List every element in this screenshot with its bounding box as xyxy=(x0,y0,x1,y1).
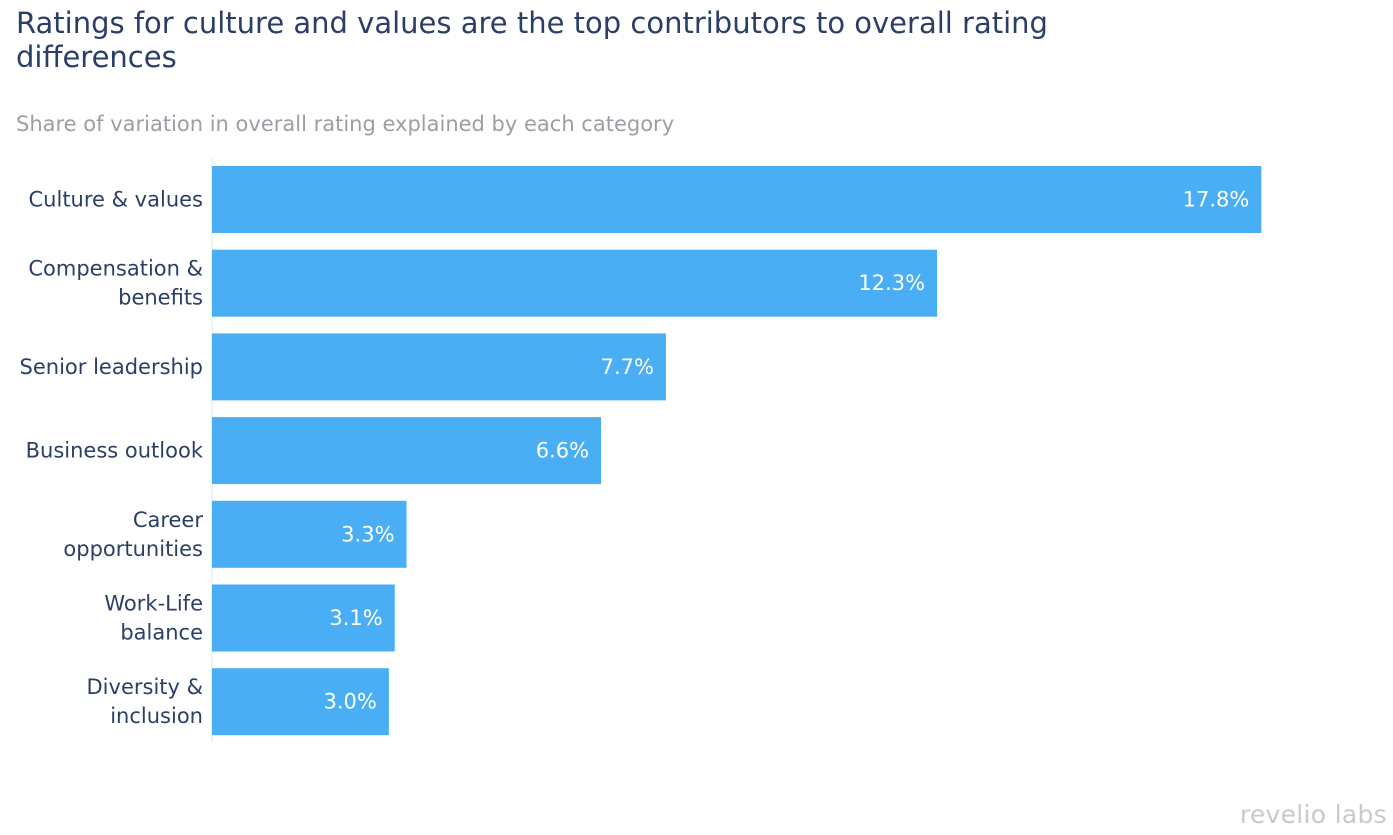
bar xyxy=(212,500,407,568)
category-label: Career xyxy=(133,508,204,532)
chart-subtitle: Share of variation in overall rating exp… xyxy=(16,112,675,136)
bar-value-label: 17.8% xyxy=(1183,188,1250,212)
category-label: Business outlook xyxy=(26,439,204,463)
category-label: Culture & values xyxy=(29,188,203,212)
bar xyxy=(212,333,666,401)
bar-value-label: 3.3% xyxy=(341,522,394,546)
bar-value-label: 12.3% xyxy=(858,271,925,295)
category-label: Compensation & xyxy=(28,257,203,281)
bar xyxy=(212,166,1262,233)
bar xyxy=(212,249,938,317)
chart-title: Ratings for culture and values are the t… xyxy=(16,6,1048,74)
category-label: Senior leadership xyxy=(20,355,203,379)
bar-value-label: 7.7% xyxy=(601,355,654,379)
brand-logo: revelio labs xyxy=(1239,800,1387,829)
category-label: opportunities xyxy=(63,537,203,561)
category-label: balance xyxy=(120,621,203,645)
bar xyxy=(212,668,389,736)
bar xyxy=(212,417,602,485)
bar xyxy=(212,584,395,652)
category-label: inclusion xyxy=(110,704,203,728)
category-label: Work-Life xyxy=(104,592,203,616)
category-label: benefits xyxy=(118,286,203,310)
bar-value-label: 3.0% xyxy=(324,690,377,714)
category-label: Diversity & xyxy=(87,675,203,699)
bar-value-label: 3.1% xyxy=(329,606,382,630)
bar-value-label: 6.6% xyxy=(536,439,589,463)
